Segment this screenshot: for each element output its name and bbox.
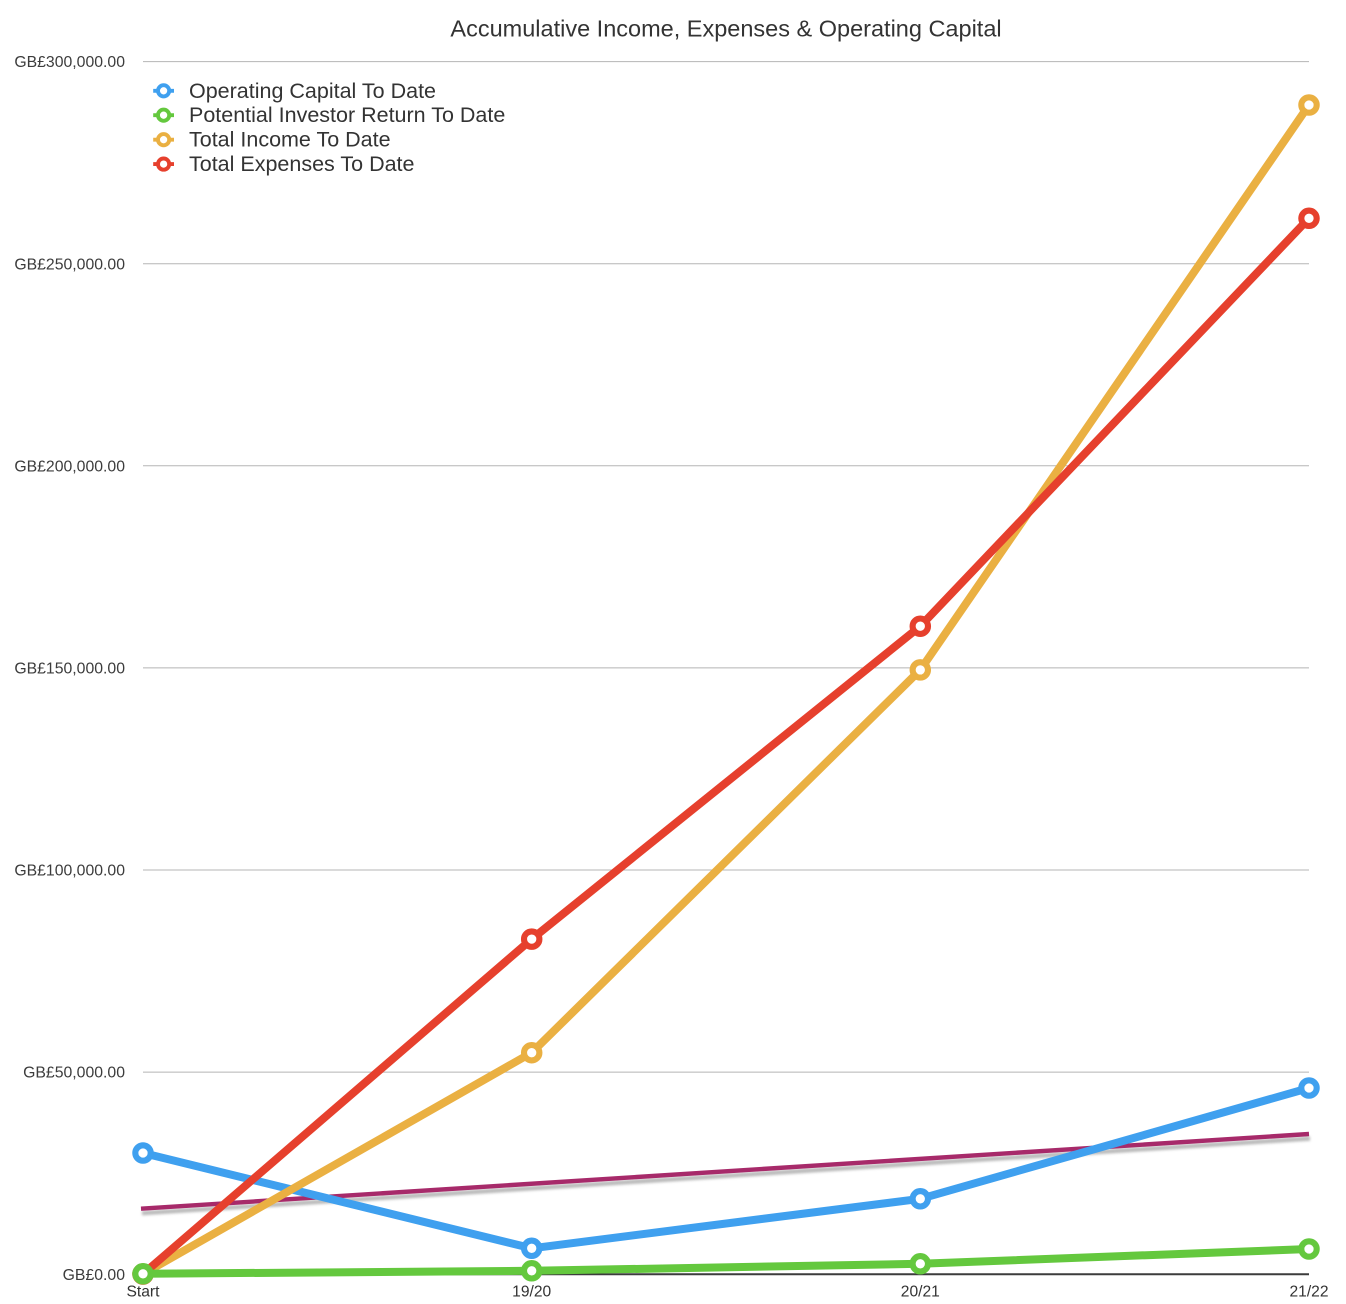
svg-text:Accumulative Income, Expenses: Accumulative Income, Expenses & Operatin… bbox=[450, 16, 1001, 42]
svg-text:Total Income To Date: Total Income To Date bbox=[189, 128, 391, 152]
svg-text:GB£50,000.00: GB£50,000.00 bbox=[23, 1065, 125, 1082]
svg-text:GB£150,000.00: GB£150,000.00 bbox=[14, 661, 125, 678]
svg-text:Start: Start bbox=[127, 1284, 161, 1301]
svg-text:20/21: 20/21 bbox=[901, 1284, 940, 1301]
svg-text:GB£200,000.00: GB£200,000.00 bbox=[14, 458, 125, 475]
svg-text:GB£0.00: GB£0.00 bbox=[63, 1267, 126, 1284]
svg-text:GB£250,000.00: GB£250,000.00 bbox=[14, 256, 125, 273]
svg-text:19/20: 19/20 bbox=[512, 1284, 551, 1301]
svg-text:Potential Investor Return To D: Potential Investor Return To Date bbox=[189, 103, 505, 127]
svg-text:21/22: 21/22 bbox=[1289, 1284, 1328, 1301]
svg-text:GB£300,000.00: GB£300,000.00 bbox=[14, 54, 125, 71]
svg-text:Total Expenses To Date: Total Expenses To Date bbox=[189, 152, 415, 176]
svg-text:GB£100,000.00: GB£100,000.00 bbox=[14, 863, 125, 880]
svg-text:Operating Capital To Date: Operating Capital To Date bbox=[189, 79, 436, 103]
